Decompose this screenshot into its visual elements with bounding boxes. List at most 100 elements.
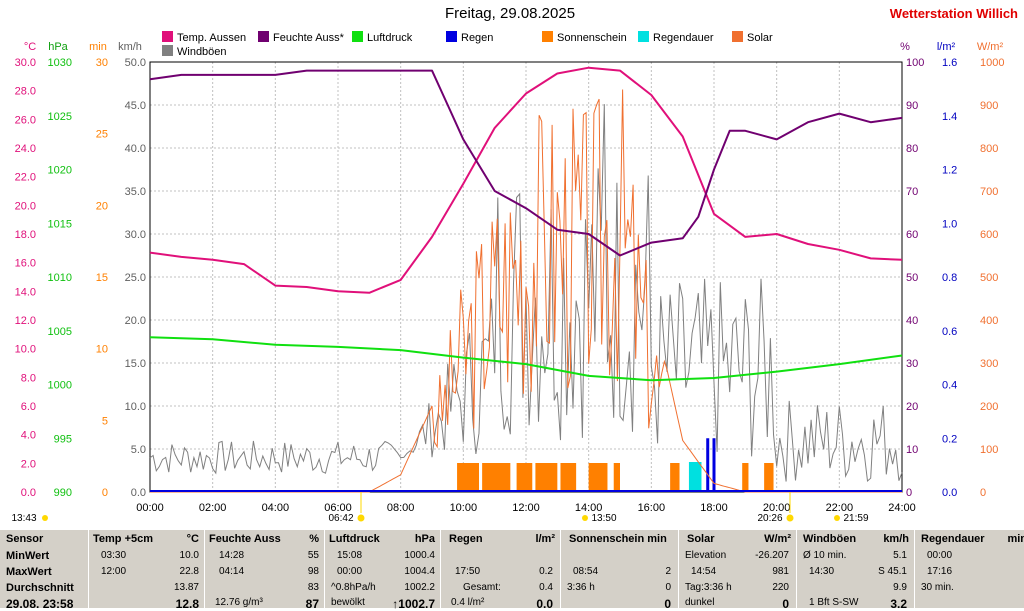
kmh-tick-label: 0.0	[131, 487, 146, 499]
sunshine-block	[588, 463, 608, 492]
rain-unit: l/m²	[535, 533, 555, 545]
noon-label: 13:50	[591, 513, 616, 524]
statistics-table: Sensor MinWert MaxWert Durchschnitt 29.0…	[0, 530, 1024, 611]
series-pressure	[149, 336, 903, 382]
rain-sum: 0.4 l/m²	[451, 597, 485, 608]
axis-unit-left: °C	[24, 41, 36, 53]
pressure-forecast: bewölkt	[331, 597, 365, 608]
rain-tick-label: 0.4	[942, 380, 957, 392]
pct-tick-label: 40	[906, 315, 918, 327]
row-label-current: 29.08. 23:58	[6, 597, 74, 611]
wind-unit: km/h	[883, 533, 909, 545]
legend-label: Regen	[461, 32, 494, 44]
legend-label: Luftdruck	[367, 32, 413, 44]
moonrise-label: 21:59	[843, 513, 868, 524]
axis-unit-left: min	[89, 41, 107, 53]
sunrise-icon	[357, 514, 365, 522]
pct-tick-label: 10	[906, 444, 918, 456]
sunshine-duration: 3:36 h	[567, 582, 595, 593]
pressure-max-value: 1004.4	[404, 566, 435, 577]
solar-column: Solar W/m² Elevation -26.207 14:54 981 T…	[678, 530, 797, 611]
humidity-max-value: 98	[307, 566, 319, 577]
kmh-tick-label: 15.0	[125, 358, 146, 370]
rain-tick-label: 0.8	[942, 272, 957, 284]
temp-max-value: 22.8	[179, 566, 199, 577]
moon-icon	[42, 515, 48, 521]
sunshine-block	[535, 463, 558, 492]
rain-tick-label: 1.6	[942, 57, 957, 69]
humidity-current-value: 87	[305, 597, 319, 611]
x-tick-label: 08:00	[387, 502, 415, 514]
hpa-tick-label: 1010	[48, 272, 72, 284]
min-tick-label: 10	[96, 344, 108, 356]
row-labels-column: Sensor MinWert MaxWert Durchschnitt 29.0…	[0, 530, 88, 611]
rain-tick-label: 0.6	[942, 326, 957, 338]
row-label-min: MinWert	[6, 550, 50, 562]
temp-max-time: 12:00	[101, 566, 127, 577]
x-tick-label: 12:00	[512, 502, 540, 514]
rain-max-value: 0.2	[539, 566, 553, 577]
temp-tick-label: 22.0	[15, 172, 36, 184]
temp-tick-label: 12.0	[15, 315, 36, 327]
legend-swatch	[162, 45, 173, 56]
solar-tick-label: 300	[980, 358, 998, 370]
humidity-min-time: 14:28	[219, 550, 245, 561]
rain-duration-max-time: 17:16	[927, 566, 953, 577]
temp-tick-label: 8.0	[21, 372, 36, 384]
temp-tick-label: 6.0	[21, 401, 36, 413]
temp-tick-label: 24.0	[15, 143, 36, 155]
legend-item: Feuchte Auss*	[258, 31, 344, 44]
legend-item: Regen	[446, 31, 493, 44]
x-tick-label: 04:00	[262, 502, 290, 514]
kmh-tick-label: 35.0	[125, 186, 146, 198]
sunshine-header: Sonnenschein min	[569, 533, 667, 545]
chart-title: Freitag, 29.08.2025	[444, 5, 576, 22]
wind-max-value: S 45.1	[878, 566, 907, 577]
rain-max-time: 17:50	[455, 566, 481, 577]
pressure-current-value: ↑1002.7	[392, 597, 435, 611]
rain-total-label: Gesamt:	[463, 582, 501, 593]
sunrise-label: 06:42	[328, 513, 353, 524]
x-tick-label: 24:00	[888, 502, 916, 514]
x-tick-label: 16:00	[638, 502, 666, 514]
solar-day-duration: Tag:3:36 h	[685, 582, 732, 593]
rain-tick-label: 1.4	[942, 111, 957, 123]
row-label-sensor: Sensor	[6, 533, 44, 545]
solar-tick-label: 200	[980, 401, 998, 413]
solar-tick-label: 1000	[980, 57, 1004, 69]
pct-tick-label: 70	[906, 186, 918, 198]
rain-bar	[712, 438, 716, 492]
kmh-tick-label: 40.0	[125, 143, 146, 155]
kmh-tick-label: 25.0	[125, 272, 146, 284]
pct-tick-label: 90	[906, 100, 918, 112]
x-tick-label: 14:00	[575, 502, 603, 514]
temp-tick-label: 18.0	[15, 229, 36, 241]
kmh-tick-label: 45.0	[125, 100, 146, 112]
moonset-label: 13:43	[11, 513, 36, 524]
sunshine-block	[613, 463, 620, 492]
solar-max-time: 14:54	[691, 566, 717, 577]
pct-tick-label: 30	[906, 358, 918, 370]
legend-item: Luftdruck	[352, 31, 412, 44]
rain-bar	[706, 438, 710, 492]
kmh-tick-label: 5.0	[131, 444, 146, 456]
axis-unit-right: l/m²	[937, 41, 956, 53]
wind-max-time: 14:30	[809, 566, 835, 577]
hpa-tick-label: 1015	[48, 218, 72, 230]
humidity-avg-value: 83	[307, 582, 319, 593]
sunshine-current-value: 0	[664, 597, 671, 611]
noon-icon	[582, 515, 588, 521]
sunshine-block	[516, 463, 533, 492]
legend-swatch	[352, 31, 363, 42]
rain-tick-label: 0.2	[942, 433, 957, 445]
solar-tick-label: 100	[980, 444, 998, 456]
temp-min-value: 10.0	[179, 550, 199, 561]
solar-state: dunkel	[685, 597, 715, 608]
sunshine-block	[670, 463, 680, 492]
legend-label: Temp. Aussen	[177, 32, 247, 44]
sunshine-column: Sonnenschein min 08:54 2 3:36 h 0 0	[560, 530, 679, 611]
moonrise-icon	[834, 515, 840, 521]
rain-duration-block	[688, 462, 702, 492]
pct-tick-label: 0	[906, 487, 912, 499]
hpa-tick-label: 1005	[48, 326, 72, 338]
